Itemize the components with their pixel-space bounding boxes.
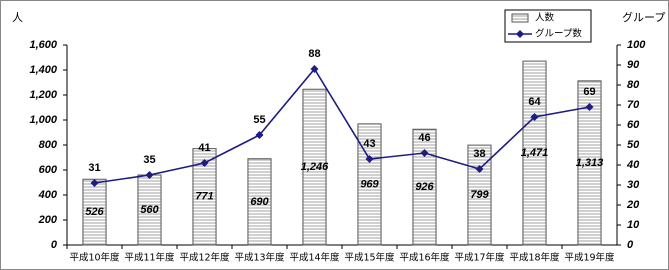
y2-tick-label: 10 xyxy=(627,219,640,231)
y-tick-label: 0 xyxy=(51,239,58,251)
y-tick-label: 400 xyxy=(38,189,58,201)
bar-value-label: 1,246 xyxy=(301,161,329,173)
x-tick-label: 平成10年度 xyxy=(69,252,120,264)
legend-swatch xyxy=(512,14,528,22)
y-tick-label: 1,400 xyxy=(29,64,57,76)
y-tick-label: 1,200 xyxy=(29,89,57,101)
y-tick-label: 800 xyxy=(39,139,58,151)
y-tick-label: 1,600 xyxy=(29,39,57,51)
y2-tick-label: 30 xyxy=(627,179,640,191)
line xyxy=(95,69,590,183)
x-tick-label: 平成16年度 xyxy=(399,252,450,264)
y2-tick-label: 80 xyxy=(627,79,640,91)
y2-tick-label: 90 xyxy=(627,59,640,71)
line-value-label: 38 xyxy=(473,148,485,160)
y-tick-label: 200 xyxy=(38,214,58,226)
y2-tick-label: 100 xyxy=(627,39,646,51)
x-tick-label: 平成12年度 xyxy=(179,252,230,264)
y-axis-title: 人 xyxy=(12,11,23,24)
x-tick-label: 平成19年度 xyxy=(564,252,615,264)
line-value-label: 43 xyxy=(363,138,375,150)
line-value-label: 46 xyxy=(418,132,430,144)
y2-tick-label: 50 xyxy=(627,139,640,151)
x-tick-label: 平成18年度 xyxy=(509,252,560,264)
line-value-label: 41 xyxy=(198,142,210,154)
chart: 人 グループ 人数グループ数 02004006008001,0001,2001,… xyxy=(0,0,669,270)
bar-value-label: 1,313 xyxy=(576,157,604,169)
line-value-label: 64 xyxy=(528,96,541,108)
line-value-label: 35 xyxy=(143,154,155,166)
bar-value-label: 690 xyxy=(250,196,269,208)
line-value-label: 31 xyxy=(88,162,100,174)
y2-tick-label: 0 xyxy=(627,239,634,251)
legend-label: 人数 xyxy=(535,12,555,24)
line-value-label: 69 xyxy=(583,86,595,98)
y2-tick-label: 40 xyxy=(626,159,640,171)
y2-tick-label: 70 xyxy=(627,99,640,111)
y-tick-label: 1,000 xyxy=(29,114,57,126)
x-tick-label: 平成15年度 xyxy=(344,252,395,264)
line-value-label: 55 xyxy=(253,114,265,126)
bar-value-label: 1,471 xyxy=(521,147,549,159)
line-value-label: 88 xyxy=(308,48,320,60)
y-tick-label: 600 xyxy=(39,164,58,176)
y2-tick-label: 20 xyxy=(626,199,640,211)
bar-value-label: 926 xyxy=(415,181,434,193)
bar-value-label: 560 xyxy=(140,204,159,216)
bar-value-label: 771 xyxy=(195,191,213,203)
bar-value-label: 969 xyxy=(360,178,379,190)
y2-tick-label: 60 xyxy=(627,119,640,131)
x-tick-label: 平成13年度 xyxy=(234,252,285,264)
x-tick-label: 平成11年度 xyxy=(124,252,175,264)
x-tick-label: 平成17年度 xyxy=(454,252,505,264)
bar-value-label: 526 xyxy=(85,206,104,218)
x-tick-label: 平成14年度 xyxy=(289,252,340,264)
legend-label: グループ数 xyxy=(535,28,582,40)
bar-value-label: 799 xyxy=(470,189,489,201)
y2-axis-title: グループ xyxy=(622,10,665,24)
